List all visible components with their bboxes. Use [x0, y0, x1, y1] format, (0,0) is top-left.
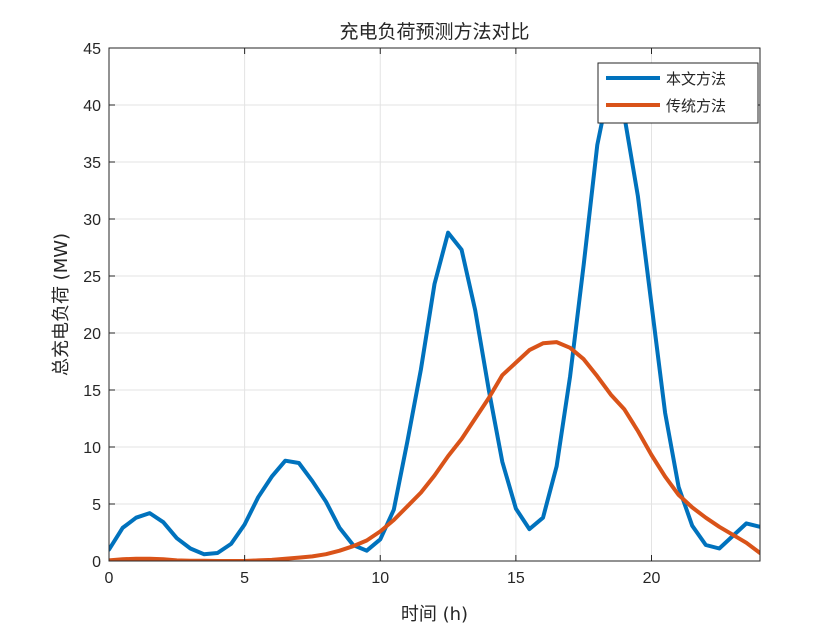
- legend-box: [597, 62, 759, 124]
- legend-label: 传统方法: [666, 97, 726, 115]
- y-tick-label: 40: [83, 98, 101, 115]
- x-tick-label: 0: [105, 570, 114, 587]
- y-axis-title: 总充电负荷 (MW): [51, 233, 72, 376]
- grid-lines: [109, 48, 760, 561]
- x-tick-label: 10: [371, 570, 389, 587]
- y-tick-label: 10: [83, 440, 101, 457]
- x-tick-label: 20: [643, 570, 661, 587]
- x-tick-label: 15: [507, 570, 525, 587]
- y-tick-label: 15: [83, 383, 101, 400]
- series-line-1: [109, 76, 760, 557]
- series-layer: [109, 76, 760, 561]
- plot-frame: [108, 47, 761, 562]
- y-tick-label: 25: [83, 269, 101, 286]
- y-tick-label: 35: [83, 155, 101, 172]
- series-line-2: [109, 340, 760, 561]
- y-tick-label: 0: [92, 554, 101, 571]
- y-tick-label: 45: [83, 41, 101, 58]
- plot-area: [109, 48, 760, 561]
- y-tick-label: 5: [92, 497, 101, 514]
- chart-title: 充电负荷预测方法对比: [339, 21, 529, 43]
- y-tick-label: 30: [83, 212, 101, 229]
- x-axis-title: 时间 (h): [401, 604, 468, 625]
- x-tick-label: 5: [240, 570, 249, 587]
- y-tick-label: 20: [83, 326, 101, 343]
- legend-label: 本文方法: [666, 70, 726, 88]
- axis-ticks: 0 5 10 15 20 0 5 10 15 20 25 30 35 40 45: [83, 41, 760, 587]
